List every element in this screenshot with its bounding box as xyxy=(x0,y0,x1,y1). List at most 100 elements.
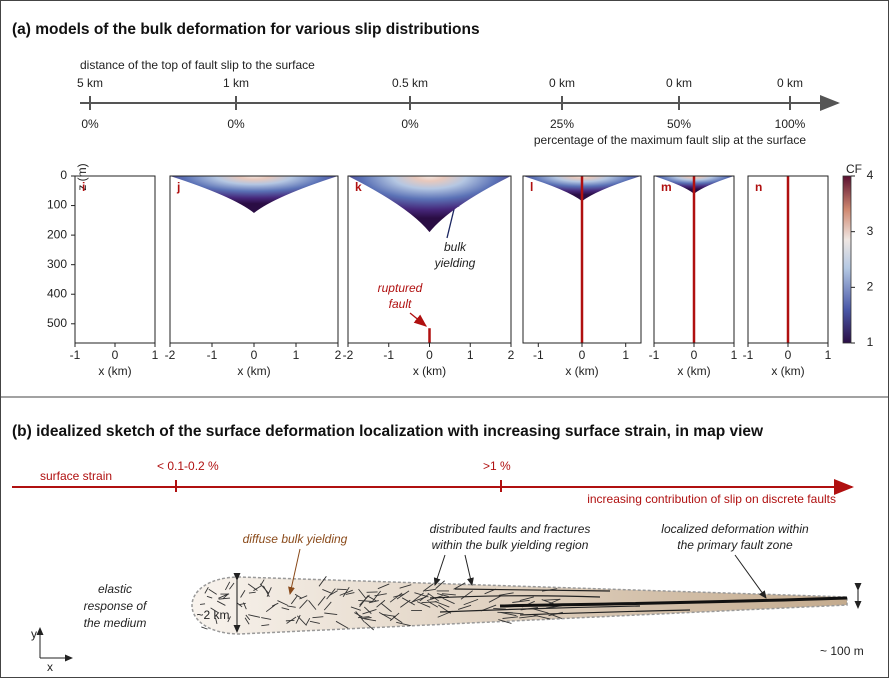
fracture xyxy=(378,611,393,621)
percentage-label: percentage of the maximum fault slip at … xyxy=(534,133,806,147)
distance: 0 km xyxy=(777,76,803,90)
distance: 5 km xyxy=(77,76,103,90)
fracture xyxy=(355,611,365,623)
x-tick-label: -1 xyxy=(743,348,754,362)
distance: 0 km xyxy=(549,76,575,90)
fracture xyxy=(216,600,226,606)
z-label: z (m) xyxy=(75,163,89,190)
fracture xyxy=(248,591,256,594)
z-tick-label: 500 xyxy=(47,316,67,330)
fracture xyxy=(299,595,308,600)
fracture xyxy=(290,595,298,605)
x-label: x (km) xyxy=(771,364,804,378)
percentage: 50% xyxy=(667,117,691,131)
percentage: 0% xyxy=(227,117,245,131)
fracture xyxy=(543,598,561,601)
plot-label: j xyxy=(176,180,180,194)
x-label: x (km) xyxy=(237,364,270,378)
fracture xyxy=(505,611,524,615)
fault-annotation: fault xyxy=(389,297,412,311)
fracture xyxy=(427,601,439,608)
x-tick-label: 0 xyxy=(691,348,698,362)
x-tick-label: -1 xyxy=(383,348,394,362)
fracture xyxy=(371,590,382,603)
fault-strand xyxy=(519,609,691,616)
fracture xyxy=(305,618,311,626)
fracture xyxy=(368,600,379,604)
elastic-label: elastic xyxy=(98,582,132,596)
fracture xyxy=(206,595,213,599)
z-tick-label: 300 xyxy=(47,257,67,271)
fracture xyxy=(437,593,449,598)
fracture xyxy=(224,581,231,591)
fracture xyxy=(500,611,517,617)
fracture xyxy=(271,602,279,607)
fracture xyxy=(260,579,265,586)
fracture xyxy=(323,601,332,611)
x-tick-label: -1 xyxy=(207,348,218,362)
fracture xyxy=(381,613,396,617)
localized-label: the primary fault zone xyxy=(677,538,793,552)
z-tick-label: 100 xyxy=(47,198,67,212)
fracture xyxy=(244,617,250,625)
fracture xyxy=(245,614,251,621)
x-label: x (km) xyxy=(565,364,598,378)
x-tick-label: 1 xyxy=(622,348,629,362)
z-tick-label: 0 xyxy=(60,168,67,182)
fracture xyxy=(416,601,431,608)
fracture xyxy=(322,589,331,594)
fracture xyxy=(277,600,288,606)
fracture xyxy=(309,620,320,624)
fracture xyxy=(493,608,506,610)
fracture xyxy=(308,600,317,610)
fault-annotation: ruptured xyxy=(378,281,423,295)
x-tick-label: 0 xyxy=(251,348,258,362)
bulk-annotation: yielding xyxy=(434,256,476,270)
fracture xyxy=(498,592,514,596)
fracture xyxy=(359,595,369,608)
fracture xyxy=(457,604,472,610)
panel-a-title: (a) models of the bulk deformation for v… xyxy=(12,21,480,38)
fracture xyxy=(215,617,218,624)
fracture xyxy=(326,588,336,600)
x-tick-label: 0 xyxy=(785,348,792,362)
fracture xyxy=(414,592,429,598)
fracture xyxy=(396,590,410,600)
x-tick-label: -1 xyxy=(533,348,544,362)
fracture xyxy=(218,597,231,600)
x-tick-label: 1 xyxy=(152,348,159,362)
fracture xyxy=(357,616,370,619)
panel-b-title: (b) idealized sketch of the surface defo… xyxy=(12,423,764,440)
localized-arrow xyxy=(734,554,767,599)
fracture xyxy=(248,614,261,618)
fracture xyxy=(389,612,400,622)
fracture xyxy=(367,595,377,602)
colorbar-tick-label: 2 xyxy=(867,280,874,294)
distance: 0.5 km xyxy=(392,76,428,90)
fracture xyxy=(295,614,301,624)
fracture xyxy=(253,585,262,592)
fracture xyxy=(441,593,456,596)
fracture xyxy=(210,607,219,614)
fracture xyxy=(317,596,326,606)
fault-strand xyxy=(439,605,641,613)
axis-x: x xyxy=(47,660,53,674)
fracture xyxy=(377,583,390,590)
fracture xyxy=(364,621,375,631)
fracture xyxy=(329,590,338,596)
distance: 0 km xyxy=(666,76,692,90)
fracture xyxy=(442,597,455,605)
x-label: x (km) xyxy=(98,364,131,378)
fracture xyxy=(363,606,372,614)
percentage: 100% xyxy=(775,117,806,131)
fracture xyxy=(204,587,209,594)
fracture xyxy=(488,595,502,603)
strain-tick-label: >1 % xyxy=(483,459,511,473)
fracture xyxy=(498,619,512,624)
plot-frame xyxy=(74,175,156,344)
distance: 1 km xyxy=(223,76,249,90)
fracture xyxy=(389,592,403,603)
fracture xyxy=(312,616,324,619)
fracture xyxy=(424,588,436,592)
diffuse-arrow xyxy=(288,548,301,595)
